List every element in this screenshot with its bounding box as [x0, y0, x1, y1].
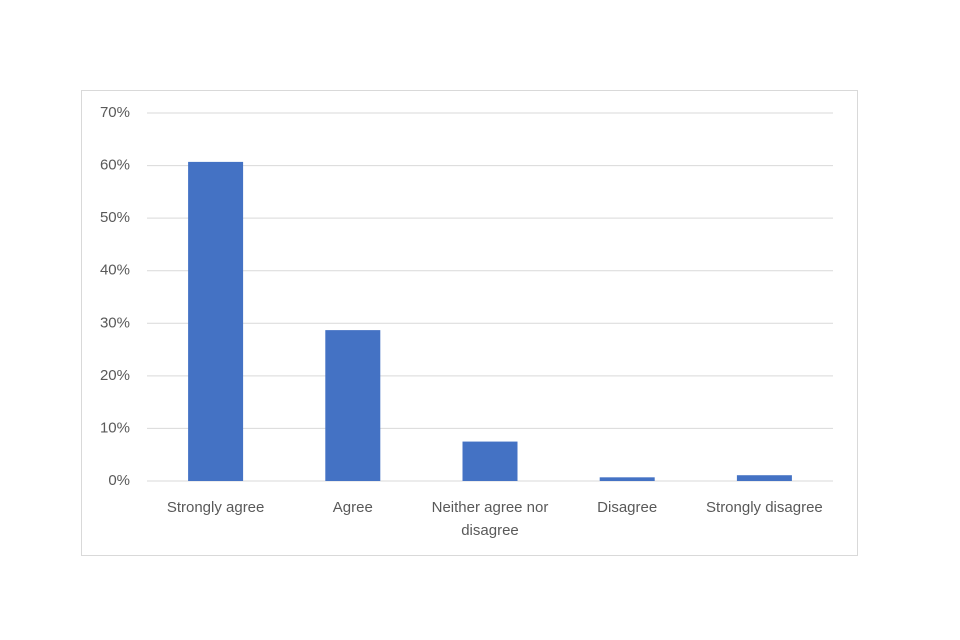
- y-tick-label: 60%: [100, 157, 130, 174]
- y-tick-label: 40%: [100, 262, 130, 279]
- x-tick-label: Strongly agree: [166, 499, 265, 516]
- y-tick-label: 70%: [100, 104, 130, 121]
- y-tick-label: 50%: [100, 209, 130, 226]
- y-tick-label: 30%: [100, 314, 130, 331]
- bar: [462, 441, 518, 481]
- bar: [325, 330, 381, 481]
- y-tick-label: 0%: [108, 472, 130, 489]
- x-tick-label: Neither agree nor disagree: [431, 499, 549, 539]
- x-tick-label: Agree: [332, 499, 373, 516]
- x-tick-label: Disagree: [597, 499, 658, 516]
- bar: [599, 477, 655, 481]
- y-tick-label: 20%: [100, 367, 130, 384]
- bar: [188, 161, 244, 482]
- bar: [736, 475, 792, 481]
- x-tick-label: Strongly disagree: [706, 499, 823, 516]
- y-tick-label: 10%: [100, 419, 130, 436]
